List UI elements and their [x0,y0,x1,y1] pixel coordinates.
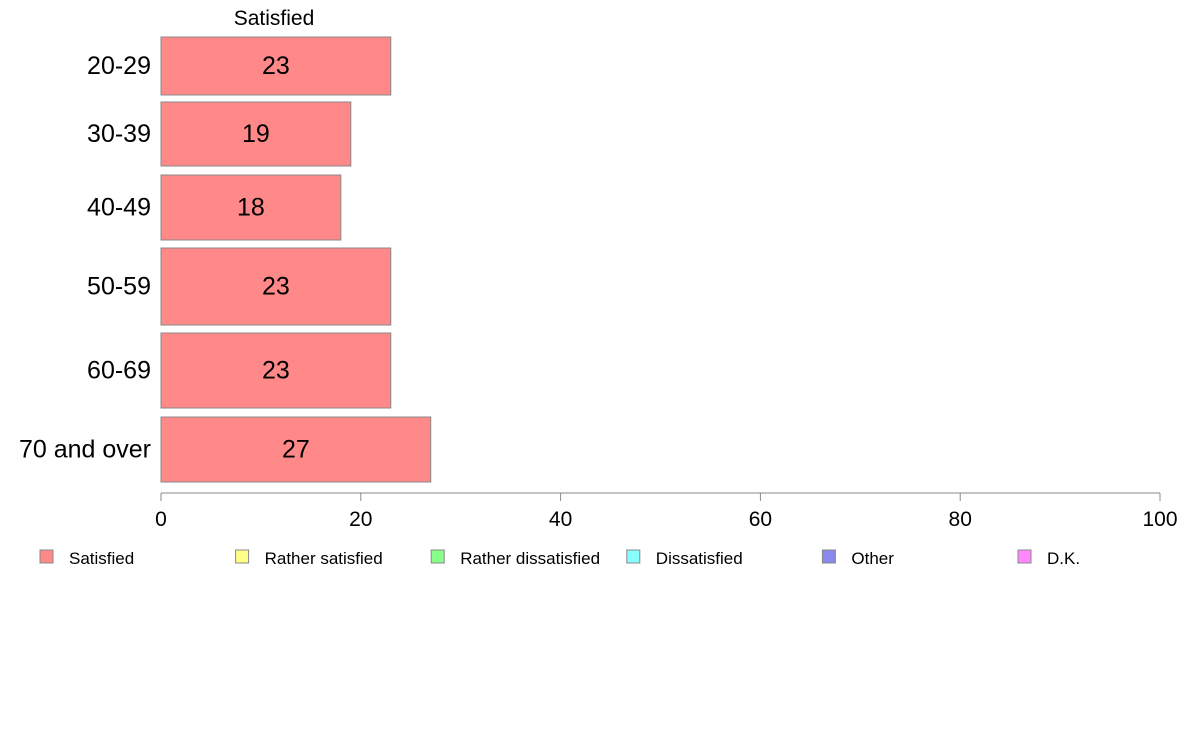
x-tick-label: 0 [155,508,167,531]
x-tick-label: 60 [749,508,772,531]
data-label: 19 [242,120,270,148]
legend-label: Satisfied [69,549,134,568]
category-label: 70 and over [19,436,151,464]
legend-swatch [1017,549,1032,564]
bars-group: 23 19 18 23 23 27 [160,36,432,483]
legend-label: Rather dissatisfied [460,549,600,568]
bar [160,36,392,96]
category-label: 50-59 [87,273,151,301]
x-tick-label: 20 [349,508,372,531]
x-tick-label: 100 [1142,508,1177,531]
x-axis: 0 20 40 60 80 100 [155,492,1178,531]
legend-swatch [39,549,54,564]
legend-label: D.K. [1047,549,1080,568]
category-labels: 20-29 30-39 40-49 50-59 60-69 70 and over [19,52,151,464]
legend-swatch [430,549,445,564]
legend-label: Dissatisfied [656,549,743,568]
data-label: 18 [237,194,265,222]
data-label: 23 [262,357,290,385]
bar [160,101,352,167]
legend-swatch [235,549,250,564]
legend-swatch [821,549,836,564]
data-label: 23 [262,273,290,301]
category-label: 60-69 [87,357,151,385]
bar [160,247,392,326]
category-label: 20-29 [87,52,151,80]
bar [160,416,432,483]
segment-header: Satisfied [234,7,315,30]
category-label: 30-39 [87,120,151,148]
data-label: 27 [282,436,310,464]
data-label: 23 [262,52,290,80]
legend-label: Other [851,549,894,568]
x-tick-label: 80 [949,508,972,531]
bar [160,174,342,241]
category-label: 40-49 [87,194,151,222]
legend: Satisfied Rather satisfied Rather dissatis… [39,549,1080,568]
legend-label: Rather satisfied [265,549,383,568]
x-tick-label: 40 [549,508,572,531]
legend-swatch [626,549,641,564]
bar [160,332,392,409]
